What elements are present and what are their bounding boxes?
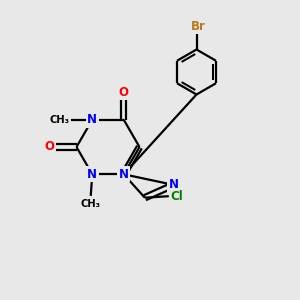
Text: CH₃: CH₃ [49, 115, 69, 125]
Text: O: O [119, 85, 129, 99]
Text: O: O [44, 140, 54, 154]
Text: N: N [119, 168, 129, 181]
Text: N: N [169, 178, 178, 191]
Text: Br: Br [190, 20, 206, 33]
Text: N: N [87, 168, 97, 181]
Text: CH₃: CH₃ [81, 199, 101, 209]
Text: Cl: Cl [171, 190, 184, 203]
Text: N: N [87, 113, 97, 126]
